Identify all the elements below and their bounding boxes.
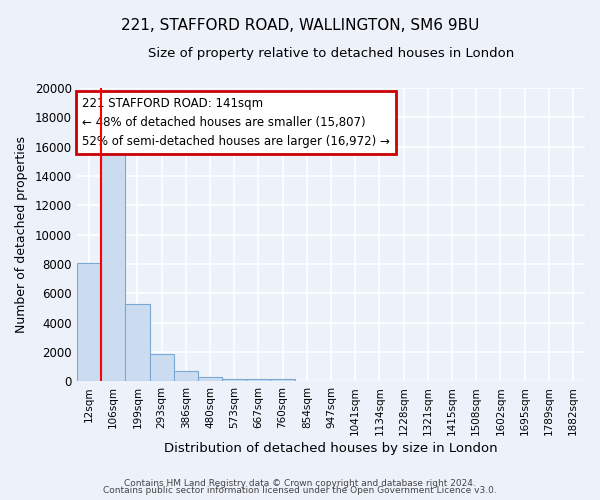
Bar: [77, 264, 101, 382]
Bar: [125, 304, 149, 382]
Bar: [198, 376, 222, 382]
Y-axis label: Number of detached properties: Number of detached properties: [15, 136, 28, 333]
Title: Size of property relative to detached houses in London: Size of property relative to detached ho…: [148, 48, 514, 60]
Bar: [174, 371, 198, 382]
Bar: [222, 378, 246, 382]
Bar: [149, 354, 174, 382]
X-axis label: Distribution of detached houses by size in London: Distribution of detached houses by size …: [164, 442, 498, 455]
Text: 221, STAFFORD ROAD, WALLINGTON, SM6 9BU: 221, STAFFORD ROAD, WALLINGTON, SM6 9BU: [121, 18, 479, 32]
Text: Contains HM Land Registry data © Crown copyright and database right 2024.: Contains HM Land Registry data © Crown c…: [124, 478, 476, 488]
Bar: [101, 138, 125, 382]
Bar: [271, 380, 295, 382]
Text: Contains public sector information licensed under the Open Government Licence v3: Contains public sector information licen…: [103, 486, 497, 495]
Bar: [246, 379, 271, 382]
Text: 221 STAFFORD ROAD: 141sqm
← 48% of detached houses are smaller (15,807)
52% of s: 221 STAFFORD ROAD: 141sqm ← 48% of detac…: [82, 97, 390, 148]
